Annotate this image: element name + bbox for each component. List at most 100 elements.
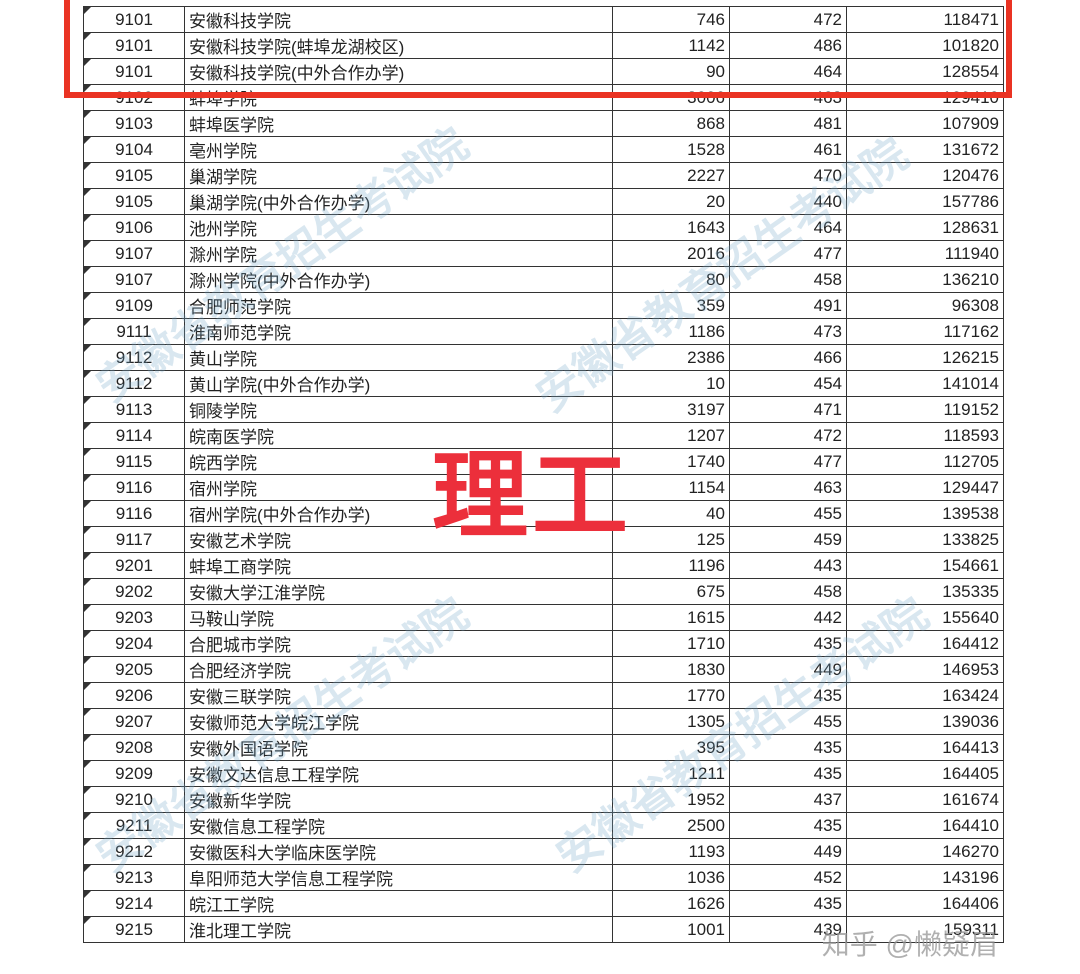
school-code: 9112: [83, 344, 185, 371]
school-name: 安徽文达信息工程学院: [184, 760, 613, 787]
min-score: 470: [729, 162, 847, 189]
plan-count: 125: [612, 526, 730, 553]
min-score: 458: [729, 266, 847, 293]
min-rank: 101820: [846, 32, 1004, 59]
min-score: 472: [729, 6, 847, 33]
table-row: 9211 安徽信息工程学院 2500 435 164410: [83, 812, 1004, 839]
plan-count: 1710: [612, 630, 730, 657]
admission-score-table: 9101 安徽科技学院 746 472 118471 9101 安徽科技学院(蚌埠龙湖校区)…: [83, 6, 1004, 943]
school-code: 9117: [83, 526, 185, 553]
plan-count: 1643: [612, 214, 730, 241]
min-rank: 164412: [846, 630, 1004, 657]
table-row: 9207 安徽师范大学皖江学院 1305 455 139036: [83, 708, 1004, 735]
school-name: 安徽艺术学院: [184, 526, 613, 553]
min-rank: 120476: [846, 162, 1004, 189]
table-row: 9111 淮南师范学院 1186 473 117162: [83, 318, 1004, 345]
min-rank: 118471: [846, 6, 1004, 33]
school-name: 皖江工学院: [184, 890, 613, 917]
min-score: 464: [729, 58, 847, 85]
table-row: 9105 巢湖学院(中外合作办学) 20 440 157786: [83, 188, 1004, 215]
table-row: 9117 安徽艺术学院 125 459 133825: [83, 526, 1004, 553]
min-rank: 161674: [846, 786, 1004, 813]
school-code: 9116: [83, 500, 185, 527]
school-name: 安徽外国语学院: [184, 734, 613, 761]
min-rank: 126215: [846, 344, 1004, 371]
school-code: 9109: [83, 292, 185, 319]
min-rank: 164413: [846, 734, 1004, 761]
plan-count: 1036: [612, 864, 730, 891]
school-name: 宿州学院(中外合作办学): [184, 500, 613, 527]
school-code: 9101: [83, 32, 185, 59]
plan-count: 2227: [612, 162, 730, 189]
table-row: 9203 马鞍山学院 1615 442 155640: [83, 604, 1004, 631]
plan-count: 1142: [612, 32, 730, 59]
min-score: 449: [729, 656, 847, 683]
school-name: 蚌埠工商学院: [184, 552, 613, 579]
min-rank: 128631: [846, 214, 1004, 241]
min-score: 464: [729, 214, 847, 241]
table-row: 9104 亳州学院 1528 461 131672: [83, 136, 1004, 163]
highlight-box: [64, 0, 1012, 98]
plan-count: 395: [612, 734, 730, 761]
min-rank: 157786: [846, 188, 1004, 215]
plan-count: 1207: [612, 422, 730, 449]
table-row: 9107 滁州学院(中外合作办学) 80 458 136210: [83, 266, 1004, 293]
table-row: 9109 合肥师范学院 359 491 96308: [83, 292, 1004, 319]
min-rank: 111940: [846, 240, 1004, 267]
school-name: 安徽医科大学临床医学院: [184, 838, 613, 865]
min-score: 455: [729, 500, 847, 527]
min-rank: 146270: [846, 838, 1004, 865]
school-name: 黄山学院: [184, 344, 613, 371]
plan-count: 2500: [612, 812, 730, 839]
school-code: 9104: [83, 136, 185, 163]
min-rank: 107909: [846, 110, 1004, 137]
table-row: 9114 皖南医学院 1207 472 118593: [83, 422, 1004, 449]
school-code: 9208: [83, 734, 185, 761]
table-row: 9112 黄山学院 2386 466 126215: [83, 344, 1004, 371]
table-row: 9106 池州学院 1643 464 128631: [83, 214, 1004, 241]
school-name: 巢湖学院: [184, 162, 613, 189]
min-rank: 164410: [846, 812, 1004, 839]
school-code: 9106: [83, 214, 185, 241]
min-rank: 136210: [846, 266, 1004, 293]
school-name: 合肥城市学院: [184, 630, 613, 657]
table-row: 9206 安徽三联学院 1770 435 163424: [83, 682, 1004, 709]
table-row: 9205 合肥经济学院 1830 449 146953: [83, 656, 1004, 683]
plan-count: 1770: [612, 682, 730, 709]
school-code: 9204: [83, 630, 185, 657]
min-score: 481: [729, 110, 847, 137]
min-rank: 117162: [846, 318, 1004, 345]
min-rank: 139538: [846, 500, 1004, 527]
school-name: 巢湖学院(中外合作办学): [184, 188, 613, 215]
min-rank: 133825: [846, 526, 1004, 553]
plan-count: 1830: [612, 656, 730, 683]
plan-count: 2386: [612, 344, 730, 371]
min-score: 435: [729, 734, 847, 761]
table-row: 9103 蚌埠医学院 868 481 107909: [83, 110, 1004, 137]
min-score: 435: [729, 812, 847, 839]
plan-count: 1193: [612, 838, 730, 865]
min-score: 442: [729, 604, 847, 631]
school-code: 9207: [83, 708, 185, 735]
school-code: 9103: [83, 110, 185, 137]
school-code: 9206: [83, 682, 185, 709]
school-code: 9213: [83, 864, 185, 891]
school-name: 合肥经济学院: [184, 656, 613, 683]
min-rank: 143196: [846, 864, 1004, 891]
min-rank: 112705: [846, 448, 1004, 475]
plan-count: 80: [612, 266, 730, 293]
school-code: 9114: [83, 422, 185, 449]
school-code: 9112: [83, 370, 185, 397]
min-rank: 135335: [846, 578, 1004, 605]
min-rank: 139036: [846, 708, 1004, 735]
min-score: 472: [729, 422, 847, 449]
school-name: 皖南医学院: [184, 422, 613, 449]
min-score: 449: [729, 838, 847, 865]
min-rank: 96308: [846, 292, 1004, 319]
school-name: 安徽师范大学皖江学院: [184, 708, 613, 735]
school-name: 安徽科技学院: [184, 6, 613, 33]
min-rank: 164406: [846, 890, 1004, 917]
school-name: 马鞍山学院: [184, 604, 613, 631]
plan-count: 3197: [612, 396, 730, 423]
school-code: 9211: [83, 812, 185, 839]
